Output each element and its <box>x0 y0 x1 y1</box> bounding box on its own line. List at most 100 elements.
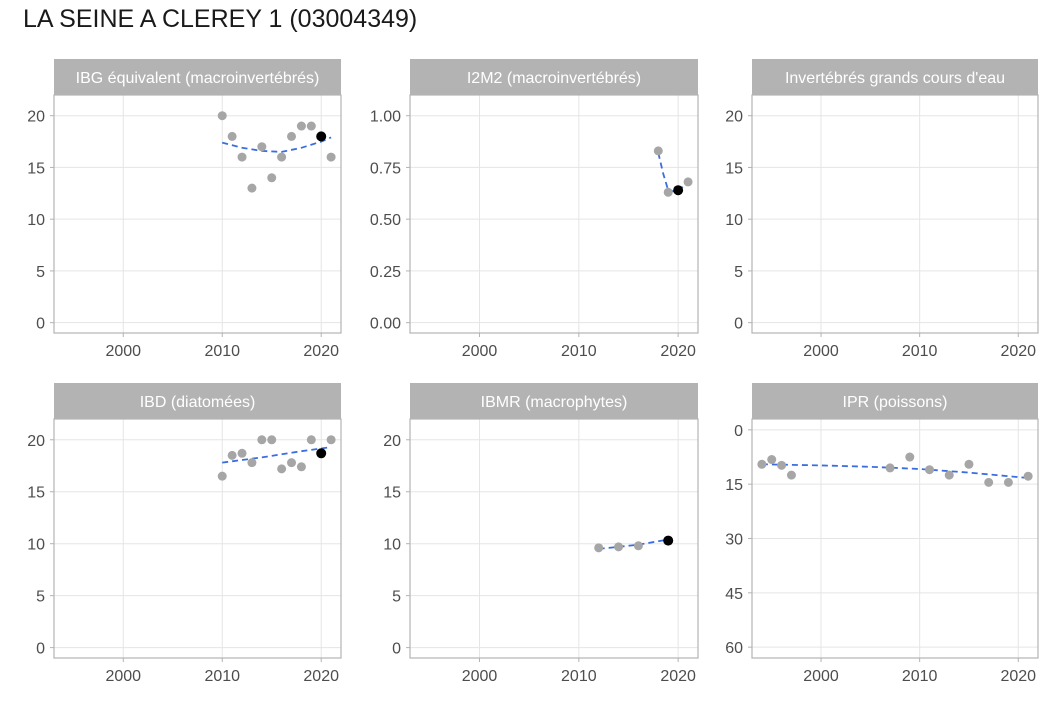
y-tick-label: 10 <box>725 212 743 229</box>
data-point <box>296 462 306 472</box>
x-tick-label: 2010 <box>902 343 938 360</box>
data-point <box>287 458 297 468</box>
y-tick-label: 0 <box>36 641 45 658</box>
y-tick-label: 20 <box>27 433 45 450</box>
y-tick-label: 5 <box>36 264 45 281</box>
y-tick-label: 0 <box>36 316 45 333</box>
panel-border <box>53 418 342 659</box>
data-point-highlight <box>673 185 684 196</box>
y-tick-label: 5 <box>734 264 743 281</box>
x-tick-label: 2020 <box>1000 668 1036 685</box>
x-tick-label: 2000 <box>105 668 141 685</box>
data-point <box>683 177 693 187</box>
y-tick-label: 45 <box>725 586 743 603</box>
panel-border <box>409 94 699 334</box>
x-tick-label: 2020 <box>1000 343 1036 360</box>
data-point <box>326 435 336 445</box>
data-point <box>277 152 287 162</box>
data-point <box>777 460 787 470</box>
y-tick-label: 1.00 <box>370 109 401 126</box>
facet-panel: IBMR (macrophytes) 0 5 10 15 20 2000 2010 2020 <box>383 383 699 685</box>
data-point <box>594 543 604 553</box>
x-tick-label: 2020 <box>303 668 339 685</box>
y-tick-label: 15 <box>27 160 45 177</box>
data-point <box>653 146 663 156</box>
data-point <box>267 435 277 445</box>
data-point-highlight <box>316 131 327 142</box>
facet-panel: IBG équivalent (macroinvertébrés) 0 5 10 15 2… <box>27 59 342 360</box>
data-point <box>227 131 237 141</box>
data-point <box>237 448 247 458</box>
data-point <box>663 187 673 197</box>
data-point <box>905 452 915 462</box>
data-point <box>767 455 777 465</box>
x-tick-label: 2020 <box>660 343 696 360</box>
y-tick-label: 15 <box>725 160 743 177</box>
y-tick-label: 20 <box>383 433 401 450</box>
data-point <box>757 459 767 469</box>
data-point <box>925 465 935 475</box>
data-point-highlight <box>316 448 327 459</box>
data-point <box>306 435 316 445</box>
data-point <box>296 121 306 131</box>
data-point <box>247 458 257 468</box>
facet-strip-label: IBD (diatomées) <box>140 394 256 411</box>
data-point <box>885 463 895 473</box>
y-tick-label: 5 <box>392 589 401 606</box>
y-tick-label: 15 <box>725 477 743 494</box>
y-tick-label: 15 <box>383 485 401 502</box>
y-tick-label: 0.50 <box>370 212 401 229</box>
facet-panel: IPR (poissons) 0 15 30 45 60 2000 2010 2020 <box>725 383 1039 685</box>
x-tick-label: 2010 <box>204 668 240 685</box>
x-tick-label: 2000 <box>803 343 839 360</box>
data-point-highlight <box>663 535 674 546</box>
data-point <box>257 142 267 152</box>
facet-strip <box>410 59 698 95</box>
data-point <box>1023 471 1033 481</box>
data-point <box>287 131 297 141</box>
data-point <box>964 459 974 469</box>
facet-strip <box>54 59 341 95</box>
data-point <box>326 152 336 162</box>
panel-border <box>409 418 699 659</box>
x-tick-label: 2000 <box>803 668 839 685</box>
page-title: LA SEINE A CLEREY 1 (03004349) <box>23 5 418 33</box>
y-tick-label: 0 <box>734 316 743 333</box>
facet-strip-label: I2M2 (macroinvertébrés) <box>467 70 641 87</box>
y-tick-label: 20 <box>725 109 743 126</box>
y-tick-label: 20 <box>27 109 45 126</box>
y-tick-label: 0.25 <box>370 264 401 281</box>
data-point <box>306 121 316 131</box>
panel-border <box>751 94 1039 334</box>
trend-line <box>598 538 669 550</box>
data-point <box>786 470 796 480</box>
data-point <box>1003 477 1013 487</box>
x-tick-label: 2010 <box>561 668 597 685</box>
facet-strip-label: IPR (poissons) <box>843 394 948 411</box>
facet-panel: Invertébrés grands cours d'eau0510152020… <box>725 59 1039 360</box>
y-tick-label: 10 <box>27 212 45 229</box>
x-tick-label: 2000 <box>462 343 498 360</box>
y-tick-label: 0.75 <box>370 160 401 177</box>
x-tick-label: 2010 <box>902 668 938 685</box>
y-tick-label: 10 <box>27 537 45 554</box>
facet-panel: IBD (diatomées) 0 5 10 15 20 2000 2010 2020 <box>27 383 342 685</box>
y-tick-label: 5 <box>36 589 45 606</box>
data-point <box>633 541 643 551</box>
data-point <box>217 111 227 121</box>
data-point <box>237 152 247 162</box>
data-point <box>267 173 277 183</box>
data-point <box>227 450 237 460</box>
data-point <box>614 542 624 552</box>
facet-strip-label: IBG équivalent (macroinvertébrés) <box>76 70 320 87</box>
trend-line <box>222 446 332 464</box>
panel-border <box>53 94 342 334</box>
y-tick-label: 0 <box>392 641 401 658</box>
data-point <box>984 477 994 487</box>
facet-strip <box>752 383 1038 419</box>
data-point <box>217 471 227 481</box>
facet-strip-label: Invertébrés grands cours d'eau <box>785 70 1005 87</box>
facet-strip-label: IBMR (macrophytes) <box>481 394 628 411</box>
y-tick-label: 30 <box>725 532 743 549</box>
